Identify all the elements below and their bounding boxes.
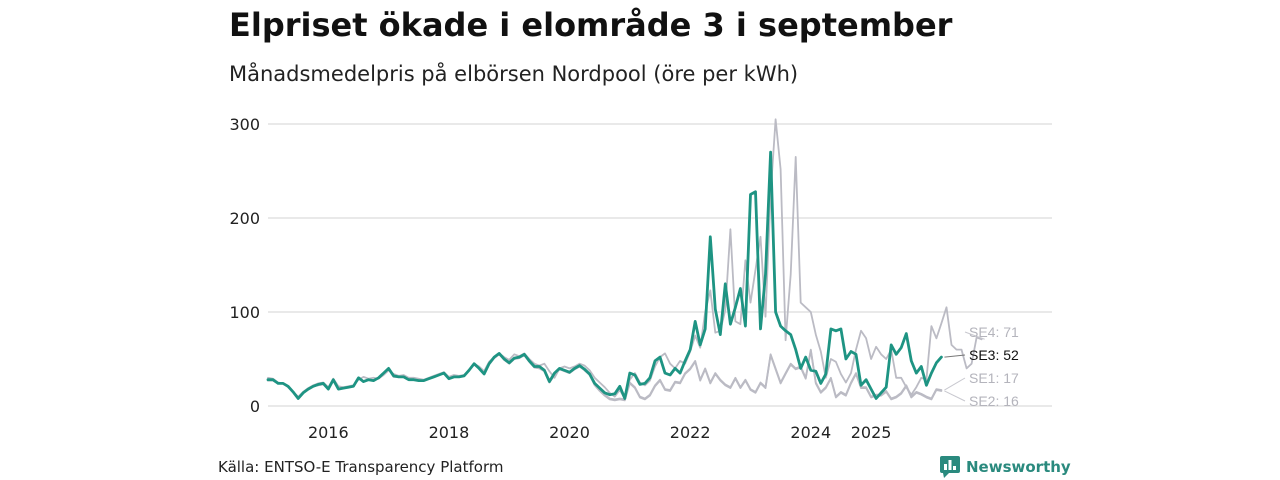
end-label-se3: SE3: 52 xyxy=(969,347,1019,363)
x-axis-ticks: 2016 2018 2020 2022 2024 2025 xyxy=(308,423,891,442)
y-axis-ticks: 0 100 200 300 xyxy=(229,115,260,416)
brand-name: Newsworthy xyxy=(966,458,1071,476)
chart-title: Elpriset ökade i elområde 3 i september xyxy=(229,6,953,44)
leader-line-se1 xyxy=(944,377,966,391)
leader-line-se3 xyxy=(944,354,966,358)
source-note: Källa: ENTSO-E Transparency Platform xyxy=(218,458,504,476)
end-label-se4: SE4: 71 xyxy=(969,324,1019,340)
y-tick-label: 300 xyxy=(229,115,260,134)
chart-subtitle: Månadsmedelpris på elbörsen Nordpool (ör… xyxy=(229,62,799,86)
series-line-se3 xyxy=(266,150,943,400)
x-tick-label: 2016 xyxy=(308,423,349,442)
y-tick-label: 200 xyxy=(229,209,260,228)
leader-line-se4 xyxy=(964,331,985,340)
leader-line-se2 xyxy=(944,390,966,402)
x-tick-label: 2022 xyxy=(670,423,711,442)
x-tick-label: 2025 xyxy=(851,423,892,442)
end-labels: SE4: 71 SE1: 17 SE2: 16 SE3: 52 xyxy=(944,324,1019,409)
x-tick-label: 2024 xyxy=(790,423,831,442)
x-tick-label: 2020 xyxy=(549,423,590,442)
end-label-se1: SE1: 17 xyxy=(969,370,1019,386)
gridlines xyxy=(268,123,1052,407)
end-label-se2: SE2: 16 xyxy=(969,393,1019,409)
y-tick-label: 100 xyxy=(229,303,260,322)
y-tick-label: 0 xyxy=(250,397,260,416)
x-tick-label: 2018 xyxy=(429,423,470,442)
brand-logo: Newsworthy xyxy=(940,456,1071,478)
series-line-se4 xyxy=(267,118,983,400)
newsworthy-icon xyxy=(940,456,960,478)
series-lines xyxy=(266,118,983,402)
